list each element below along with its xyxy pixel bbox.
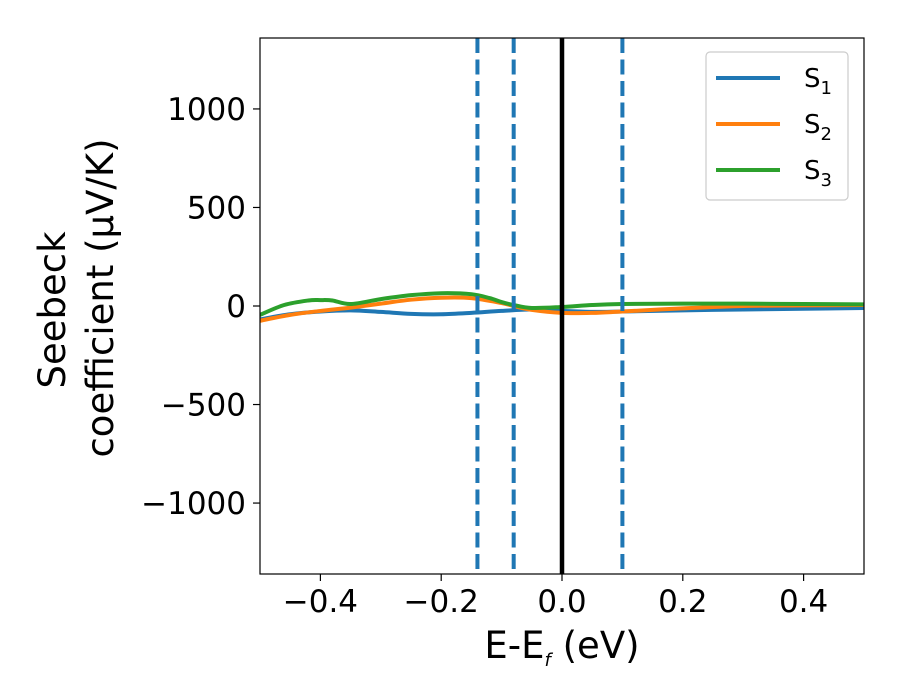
legend-label-s3: S3 [804, 156, 832, 191]
y-tick-label: 500 [187, 190, 246, 226]
axis-ticks: −0.4 −0.2 0.0 0.2 0.4 −1000 −500 0 500 1000 [141, 92, 828, 620]
y-tick-label: −1000 [141, 486, 246, 522]
x-tick-label: 0.0 [537, 584, 586, 620]
y-axis-title-line2: coefficient (μV/K) [79, 138, 122, 457]
legend-label-s1: S1 [804, 64, 832, 99]
y-tick-label: −500 [161, 388, 246, 424]
x-axis-title: E-Ef (eV) [484, 624, 639, 671]
plot-area [259, 37, 865, 575]
x-tick-label: 0.2 [658, 584, 707, 620]
x-tick-label: −0.2 [404, 584, 479, 620]
x-axis-title-main: E-E [484, 624, 544, 667]
y-axis-title-line1: Seebeck [31, 231, 74, 389]
x-tick-label: 0.4 [779, 584, 828, 620]
x-axis-title-sub: f [545, 650, 554, 671]
y-tick-label: 1000 [167, 92, 246, 128]
x-axis-title-unit: (eV) [551, 624, 640, 667]
y-axis-title: Seebeck coefficient (μV/K) [31, 138, 122, 457]
x-tick-label: −0.4 [283, 584, 358, 620]
legend: S1 S2 S3 [705, 51, 849, 201]
legend-label-s2: S2 [804, 110, 832, 145]
plot-content [260, 38, 864, 574]
series-line-s3 [260, 291, 864, 317]
y-tick-label: 0 [226, 289, 246, 325]
